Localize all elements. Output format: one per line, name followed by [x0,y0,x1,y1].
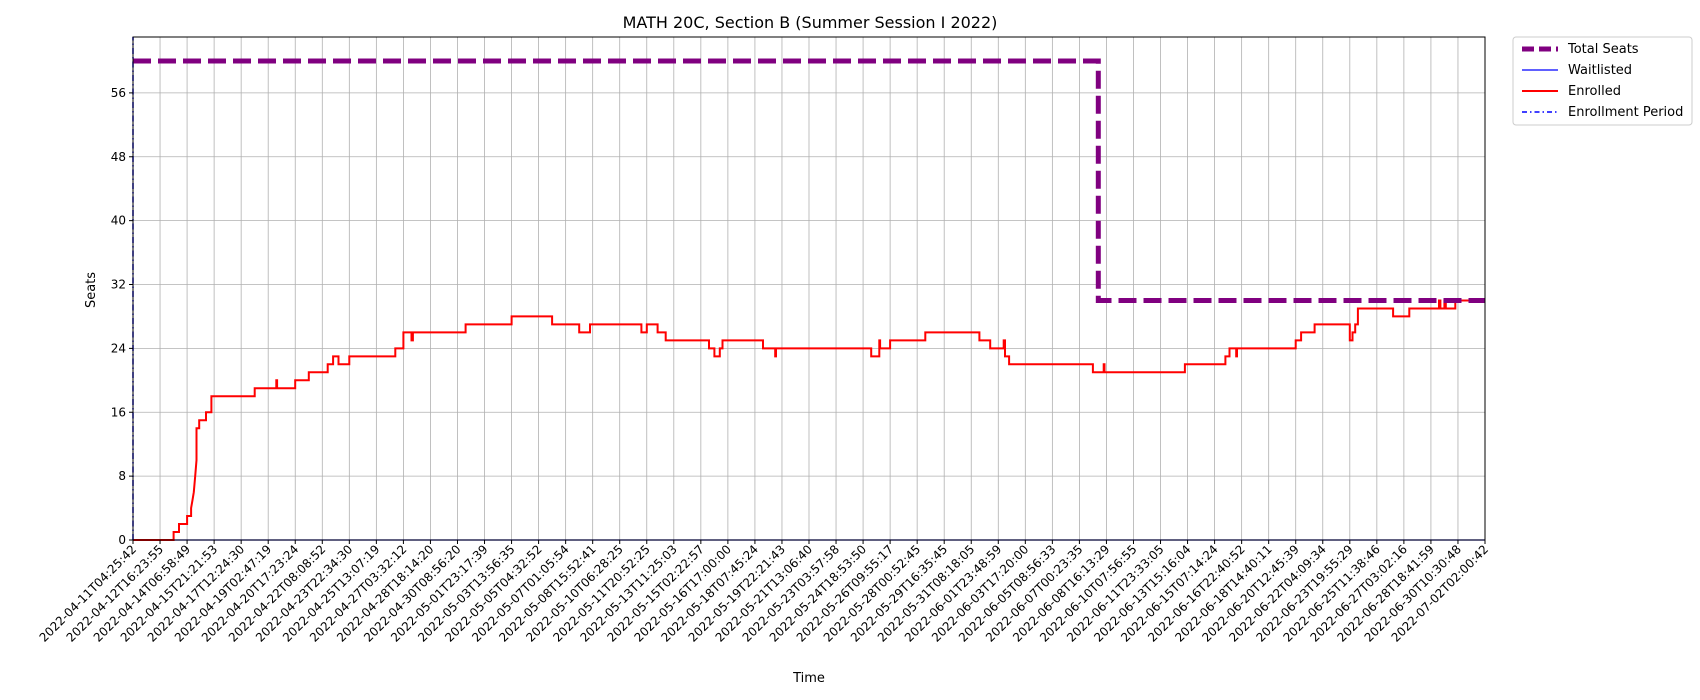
y-tick-label: 56 [111,86,126,100]
y-axis-label: Seats [84,272,99,308]
y-tick-label: 32 [111,278,126,292]
y-axis: 0 8 16 24 32 40 48 56 [111,86,133,547]
legend: Total Seats Waitlisted Enrolled Enrollment … [1512,36,1693,126]
y-tick-label: 40 [111,214,126,228]
legend-label: Enrollment Period [1568,105,1683,120]
x-axis: 2022-04-11T04:25:422022-04-12T16:23:5520… [37,540,1491,645]
y-tick-label: 48 [111,150,126,164]
legend-frame [1512,36,1693,126]
x-axis-label: Time [792,671,825,686]
y-tick-label: 24 [111,341,126,355]
series-line-enrolled [133,299,1485,541]
series-line-total-seats [133,58,1485,303]
y-tick-label: 0 [118,533,126,547]
legend-label: Enrolled [1568,84,1621,99]
y-tick-label: 16 [111,405,126,419]
legend-label: Waitlisted [1568,63,1632,78]
y-tick-label: 8 [118,469,126,483]
chart-title: MATH 20C, Section B (Summer Session I 20… [623,13,998,32]
grid [132,37,1486,541]
legend-label: Total Seats [1567,42,1639,57]
